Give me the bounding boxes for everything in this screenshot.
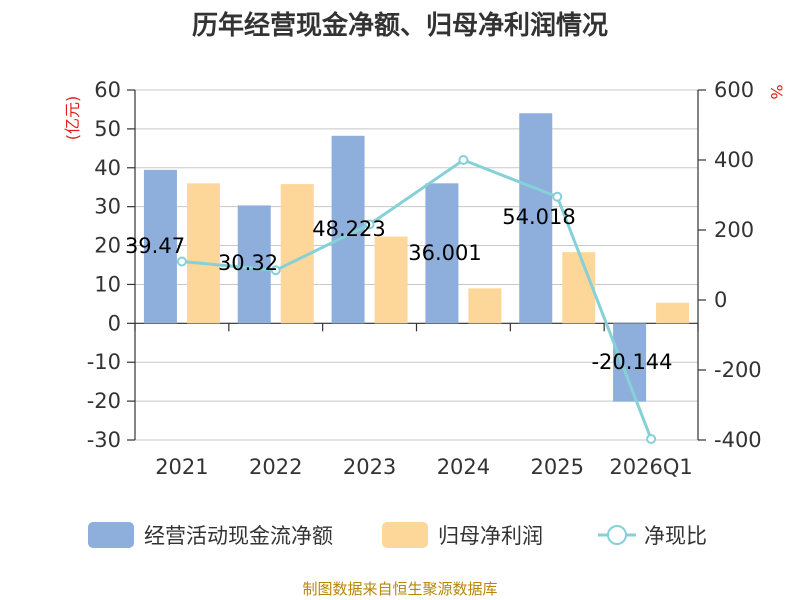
bar-operating-cash-flow: [425, 183, 459, 324]
bar-operating-cash-flow: [519, 113, 553, 324]
legend-label: 经营活动现金流净额: [144, 524, 333, 548]
bar-operating-cash-flow: [237, 205, 271, 324]
legend-label: 归母净利润: [438, 524, 543, 548]
bars: [143, 113, 690, 402]
left-tick-label: -10: [87, 350, 121, 374]
left-tick-label: 60: [94, 78, 121, 102]
category-label: 2021: [155, 455, 208, 479]
bar-net-profit: [656, 302, 690, 324]
category-label: 2026Q1: [609, 455, 692, 479]
bar-data-label: 30.32: [218, 251, 278, 275]
left-tick-label: 40: [94, 156, 121, 180]
left-tick-label: 10: [94, 272, 121, 296]
line-point: [552, 191, 563, 202]
right-tick-label: -200: [714, 358, 762, 382]
legend-swatch: [88, 522, 134, 548]
bar-net-profit: [186, 183, 220, 324]
legend-line-marker: [607, 525, 627, 545]
line-point: [458, 155, 469, 165]
source-note: 制图数据来自恒生聚源数据库: [302, 580, 497, 598]
right-tick-label: -400: [714, 428, 762, 452]
category-label: 2023: [343, 455, 396, 479]
line-series: [176, 155, 657, 444]
category-label: 2025: [531, 455, 584, 479]
chart-title: 历年经营现金净额、归母净利润情况: [192, 10, 608, 41]
line-point: [646, 433, 657, 444]
left-tick-label: -30: [87, 428, 121, 452]
data-labels: 39.47 30.32 48.223 36.001 54.018 -20.144: [125, 205, 673, 374]
line-point: [364, 219, 375, 230]
right-tick-label: 400: [714, 148, 754, 172]
bar-data-label: 48.223: [312, 217, 385, 241]
left-tick-label: 50: [94, 117, 121, 141]
right-axis-unit: %: [767, 84, 786, 99]
bar-data-label: -20.144: [591, 350, 672, 374]
legend: 经营活动现金流净额 归母净利润 净现比: [88, 522, 707, 548]
left-tick-label: 30: [94, 195, 121, 219]
bar-net-profit: [468, 288, 502, 324]
left-tick-label: 20: [94, 234, 121, 258]
left-tick-label: -20: [87, 389, 121, 413]
right-tick-label: 0: [714, 288, 727, 312]
bar-operating-cash-flow: [613, 323, 647, 402]
left-axis-unit: (亿元): [63, 96, 82, 141]
left-tick-label: 0: [108, 311, 121, 335]
bar-operating-cash-flow: [143, 169, 177, 324]
bar-net-profit: [562, 252, 596, 324]
line-path: [181, 158, 653, 440]
category-label: 2024: [437, 455, 490, 479]
legend-label: 净现比: [644, 524, 707, 548]
right-tick-label: 200: [714, 218, 754, 242]
bar-data-label: 39.47: [125, 234, 185, 258]
line-point: [176, 256, 187, 267]
right-tick-label: 600: [714, 78, 754, 102]
legend-swatch: [382, 522, 428, 548]
bar-data-label: 54.018: [502, 205, 575, 229]
line-point: [270, 265, 281, 276]
axes: 60 50 40 30 20 10 0 -10 -20 -30 600 400 200 0 -200 -400…: [87, 78, 762, 479]
category-label: 2022: [249, 455, 302, 479]
bar-data-label: 36.001: [408, 241, 481, 265]
bar-net-profit: [374, 236, 408, 324]
